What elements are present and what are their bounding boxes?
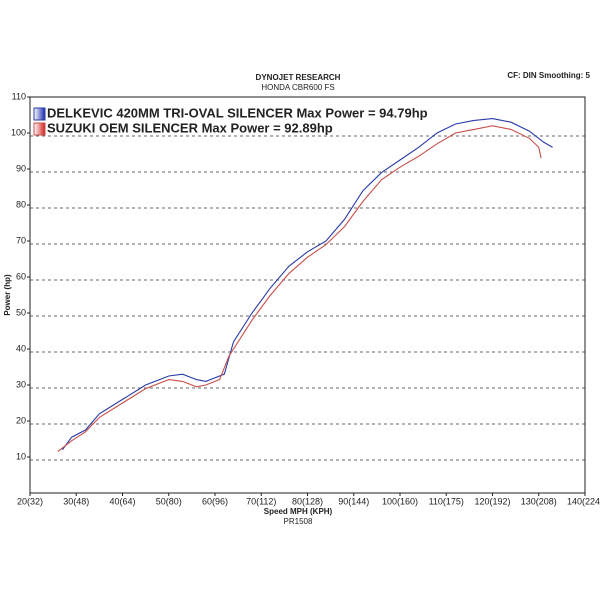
x-tick-label: 30(48) (63, 496, 89, 506)
annotation: CF: DIN Smoothing: 5 (507, 71, 590, 80)
x-tick-label: 120(192) (474, 496, 510, 506)
y-tick-label: 10 (16, 451, 26, 461)
y-tick-label: 50 (16, 307, 26, 317)
x-tick-label: 70(112) (246, 496, 276, 506)
chart-title: DYNOJET RESEARCH (256, 73, 341, 82)
x-tick-label: 20(32) (17, 496, 43, 506)
legend-swatch (33, 107, 46, 121)
x-tick-label: 80(128) (292, 496, 323, 506)
chart-subtitle: HONDA CBR600 FS (261, 83, 334, 92)
y-tick-label: 80 (16, 199, 26, 209)
legend-swatch (33, 122, 46, 136)
y-tick-label: 100 (11, 127, 26, 137)
x-tick-label: 110(175) (429, 496, 464, 506)
x-tick-label: 40(64) (109, 496, 135, 506)
x-tick-label: 140(224) (567, 496, 600, 506)
x-axis-sublabel: PR1508 (284, 517, 313, 526)
x-tick-label: 60(96) (202, 496, 228, 506)
y-tick-label: 40 (16, 343, 26, 353)
y-axis-label: Power (hp) (3, 274, 12, 316)
y-tick-label: 60 (16, 271, 26, 281)
x-tick-label: 90(144) (338, 496, 369, 506)
line (61, 118, 553, 451)
y-tick-label: 30 (16, 379, 26, 389)
y-tick-label: 90 (16, 163, 26, 173)
legend-label: DELKEVIC 420MM TRI-OVAL SILENCER Max Pow… (47, 105, 428, 120)
x-tick-label: 130(208) (521, 496, 557, 506)
x-axis-label: Speed MPH (KPH) (264, 507, 333, 516)
y-tick-label: 110 (12, 91, 26, 101)
x-tick-label: 50(80) (156, 496, 182, 506)
x-tick-label: 100(160) (382, 496, 418, 506)
y-tick-label: 20 (16, 415, 26, 425)
line (57, 125, 542, 453)
legend-label: SUZUKI OEM SILENCER Max Power = 92.89hp (47, 120, 333, 135)
y-tick-label: 70 (16, 235, 26, 245)
plot-frame (29, 96, 586, 494)
